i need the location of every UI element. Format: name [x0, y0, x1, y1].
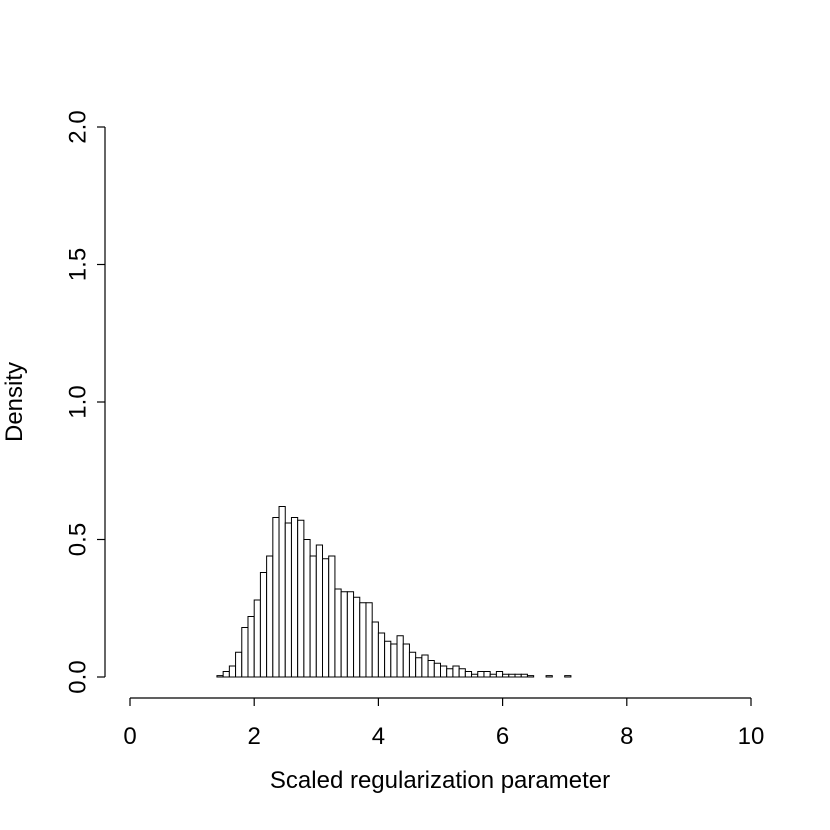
bar: [545, 675, 553, 678]
bar: [440, 665, 448, 678]
bar: [464, 671, 473, 678]
bar: [340, 591, 348, 678]
y-tick-label: 0.0: [64, 660, 91, 693]
bar: [247, 616, 255, 678]
x-tick-label: 2: [248, 723, 261, 750]
bar: [384, 640, 392, 678]
bar: [427, 660, 435, 678]
y-tick-label: 1.5: [64, 248, 91, 281]
bar: [495, 671, 504, 678]
bar: [278, 506, 286, 678]
y-tick-label: 1.0: [64, 385, 91, 418]
x-tick-label: 8: [620, 723, 633, 750]
bar: [489, 673, 497, 678]
bar: [228, 665, 237, 678]
bar: [396, 635, 404, 678]
x-axis-label: Scaled regularization parameter: [270, 767, 610, 794]
bar: [452, 665, 460, 678]
bar: [353, 596, 361, 678]
bar: [272, 517, 280, 678]
bar: [297, 519, 305, 678]
bar: [520, 673, 528, 678]
bar: [508, 673, 516, 678]
x-tick-label: 0: [123, 723, 136, 750]
bar: [303, 539, 311, 678]
bar: [526, 675, 535, 678]
bar: [421, 654, 429, 678]
bar: [514, 673, 522, 678]
bar: [415, 657, 423, 678]
bar: [377, 632, 386, 678]
bar: [309, 555, 317, 678]
bar: [433, 662, 442, 678]
bar: [222, 671, 230, 678]
bar: [334, 588, 342, 678]
bar: [564, 675, 572, 678]
bar: [502, 673, 510, 678]
bar: [284, 522, 292, 678]
bar: [266, 555, 274, 678]
bar: [390, 643, 398, 678]
bar: [290, 517, 299, 678]
bar: [253, 599, 261, 678]
bar: [216, 675, 224, 678]
bar: [235, 651, 243, 678]
bar: [365, 602, 373, 678]
bar: [241, 627, 249, 678]
bar: [483, 671, 491, 678]
bar: [471, 673, 479, 678]
x-tick-label: 4: [372, 723, 385, 750]
x-tick-label: 6: [496, 723, 509, 750]
bar: [359, 602, 367, 678]
x-tick-label: 10: [738, 723, 765, 750]
y-tick-label: 0.5: [64, 523, 91, 556]
bar: [259, 572, 268, 678]
bar: [402, 643, 410, 678]
bar: [328, 555, 336, 678]
bar: [458, 668, 466, 678]
bar: [446, 668, 454, 678]
bar: [346, 591, 355, 678]
bar: [477, 671, 485, 678]
bar: [408, 651, 417, 678]
bar: [315, 544, 324, 678]
y-axis-label: Density: [1, 362, 28, 442]
bar: [322, 558, 330, 678]
y-tick-label: 2.0: [64, 110, 91, 143]
bar: [371, 621, 379, 678]
